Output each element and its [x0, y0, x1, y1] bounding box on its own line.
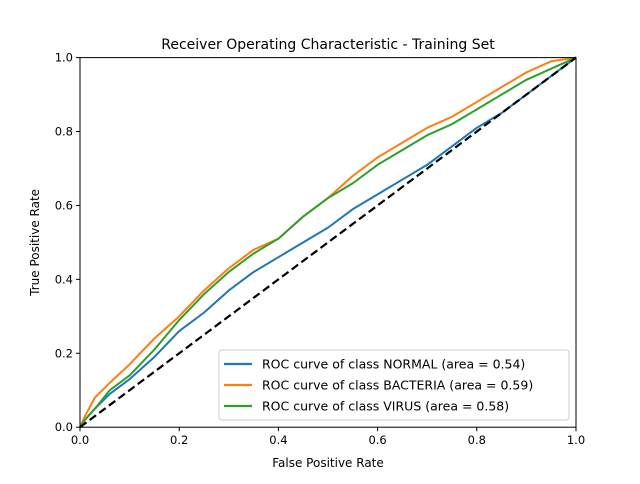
x-tick-label: 0.4 [269, 433, 287, 447]
x-tick-label: 1.0 [567, 433, 585, 447]
y-tick-label: 0.0 [55, 420, 73, 434]
y-tick-label: 0.8 [55, 125, 73, 139]
x-axis-label: False Positive Rate [272, 456, 384, 470]
series-line-normal [79, 56, 577, 428]
legend-box [218, 349, 570, 421]
plot-frame [79, 57, 577, 428]
chart-title: Receiver Operating Characteristic - Trai… [161, 37, 495, 53]
x-tick-label: 0.2 [170, 433, 188, 447]
x-tick-label: 0.8 [468, 433, 486, 447]
y-tick-label: 0.6 [55, 198, 73, 212]
x-tick-label: 0.6 [368, 433, 386, 447]
y-axis-label: True Positive Rate [28, 189, 42, 297]
y-tick-label: 0.2 [55, 346, 73, 360]
x-tick-label: 0.0 [71, 433, 89, 447]
series-line-chance-diagonal [79, 56, 577, 429]
series-layer [79, 56, 577, 429]
legend-label-bacteria: ROC curve of class BACTERIA (area = 0.59… [262, 378, 533, 393]
x-axis: 0.0 0.2 0.4 0.6 0.8 1.0 [71, 427, 585, 447]
legend: ROC curve of class NORMAL (area = 0.54) … [218, 349, 570, 421]
y-tick-label: 0.4 [55, 272, 73, 286]
y-axis: 0.0 0.2 0.4 0.6 0.8 1.0 [55, 51, 80, 434]
legend-label-normal: ROC curve of class NORMAL (area = 0.54) [262, 357, 525, 372]
legend-label-virus: ROC curve of class VIRUS (area = 0.58) [262, 399, 509, 414]
y-tick-label: 1.0 [55, 51, 73, 65]
series-line-virus [79, 56, 577, 428]
